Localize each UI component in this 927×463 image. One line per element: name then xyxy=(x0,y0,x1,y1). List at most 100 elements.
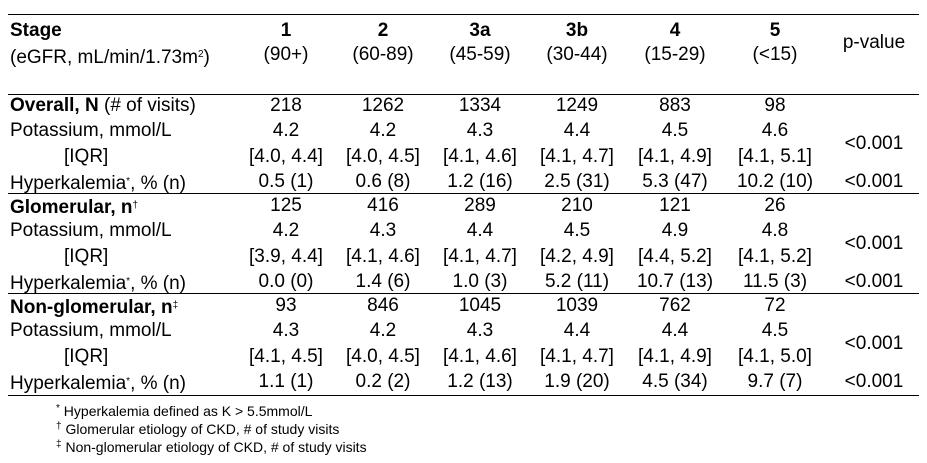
nonglomerular-potassium-3-text: 4.4 xyxy=(563,320,591,341)
nonglomerular-iqr-3-text: [4.1, 4.7] xyxy=(540,346,614,367)
glomerular-hyper-1-text: 1.4 (6) xyxy=(355,271,411,292)
pvalue-header-text: p-value xyxy=(842,32,906,53)
glomerular-n-1-text: 416 xyxy=(367,195,399,216)
footnote-1-text: Glomerular etiology of CKD, # of study v… xyxy=(61,421,340,437)
stage-4-range-text: (15-29) xyxy=(644,44,706,65)
overall-hyper-2-text: 1.2 (16) xyxy=(447,171,513,192)
stage-2-range-text: (45-59) xyxy=(449,44,511,65)
glomerular-group-title: Glomerular, n† xyxy=(10,195,138,219)
glomerular-hyper-2-text: 1.0 (3) xyxy=(452,271,508,292)
overall-potassium-pvalue-text: <0.001 xyxy=(844,133,904,154)
overall-title-bold: Overall, N xyxy=(10,95,99,116)
stage-5-number-text: 5 xyxy=(769,20,781,41)
stage-header-label: Stage xyxy=(10,20,62,41)
egfr-unit-close: ) xyxy=(203,47,210,68)
glomerular-potassium-0-text: 4.2 xyxy=(272,220,300,241)
overall-hyper-0-text: 0.5 (1) xyxy=(258,171,314,192)
overall-potassium-label: Potassium, mmol/L xyxy=(10,120,172,141)
overall-hyperkalemia-label: Hyperkalemia*, % (n) xyxy=(10,171,186,195)
nonglomerular-n-2-text: 1045 xyxy=(458,295,502,316)
glomerular-iqr-3-text: [4.2, 4.9] xyxy=(540,246,614,267)
footnote-0-mark: * xyxy=(56,403,60,414)
stage-0-range-text: (90+) xyxy=(263,44,309,65)
glomerular-n-2-text: 289 xyxy=(464,195,496,216)
glomerular-hyper-mark: * xyxy=(126,276,131,287)
nonglomerular-potassium-2-text: 4.3 xyxy=(466,320,494,341)
overall-n-1-text: 1262 xyxy=(361,95,405,116)
top-rule xyxy=(8,14,919,15)
glomerular-potassium-pvalue-text: <0.001 xyxy=(844,233,904,254)
glomerular-n-3-text: 210 xyxy=(561,195,593,216)
group-rule-nonglomerular xyxy=(8,293,919,294)
stage-1-number-text: 2 xyxy=(377,20,389,41)
stage-3-range-text: (30-44) xyxy=(546,44,608,65)
nonglomerular-hyper-mark: * xyxy=(126,376,131,387)
footnote-2: ‡ Non-glomerular etiology of CKD, # of s… xyxy=(56,436,367,456)
footnote-1-mark: † xyxy=(56,421,62,432)
overall-group-title: Overall, N (# of visits) xyxy=(10,95,196,117)
footnote-0: * Hyperkalemia defined as K > 5.5mmol/L xyxy=(56,400,312,420)
nonglomerular-hyper-suffix: , % (n) xyxy=(130,373,187,394)
glomerular-potassium-label: Potassium, mmol/L xyxy=(10,220,172,241)
stage-3-number-text: 3b xyxy=(565,20,589,41)
overall-iqr-3-text: [4.1, 4.7] xyxy=(540,146,614,167)
glomerular-n-5-text: 26 xyxy=(764,195,786,216)
nonglomerular-potassium-0-text: 4.3 xyxy=(272,320,300,341)
glomerular-potassium-4-text: 4.9 xyxy=(661,220,689,241)
nonglomerular-hyper-pvalue-text: <0.001 xyxy=(844,371,904,392)
nonglomerular-hyper-5-text: 9.7 (7) xyxy=(747,371,803,392)
nonglomerular-hyper-text: Hyperkalemia xyxy=(10,373,127,394)
stage-4-number-text: 4 xyxy=(669,20,681,41)
overall-potassium-2-text: 4.3 xyxy=(466,120,494,141)
glomerular-potassium-2-text: 4.4 xyxy=(466,220,494,241)
glomerular-potassium-1-text: 4.3 xyxy=(369,220,397,241)
overall-n-5-text: 98 xyxy=(764,95,786,116)
overall-iqr-2-text: [4.1, 4.6] xyxy=(443,146,517,167)
overall-iqr-4-text: [4.1, 4.9] xyxy=(638,146,712,167)
stage-0-number-text: 1 xyxy=(280,20,292,41)
overall-potassium-4-text: 4.5 xyxy=(661,120,689,141)
nonglomerular-n-3-text: 1039 xyxy=(555,295,599,316)
nonglomerular-n-1-text: 846 xyxy=(367,295,399,316)
nonglomerular-hyper-2-text: 1.2 (13) xyxy=(447,371,513,392)
glomerular-potassium-5-text: 4.8 xyxy=(761,220,789,241)
overall-iqr-0-text: [4.0, 4.4] xyxy=(249,146,323,167)
nonglomerular-hyper-4-text: 4.5 (34) xyxy=(642,371,708,392)
overall-hyper-4-text: 5.3 (47) xyxy=(642,171,708,192)
nonglomerular-potassium-label: Potassium, mmol/L xyxy=(10,320,172,341)
nonglomerular-group-title: Non-glomerular, n‡ xyxy=(10,295,178,319)
nonglomerular-title-mark: ‡ xyxy=(172,300,179,311)
glomerular-iqr-0-text: [3.9, 4.4] xyxy=(249,246,323,267)
egfr-unit-superscript: 2 xyxy=(197,49,204,60)
overall-n-2-text: 1334 xyxy=(458,95,502,116)
overall-hyper-5-text: 10.2 (10) xyxy=(736,171,814,192)
nonglomerular-n-4-text: 762 xyxy=(659,295,691,316)
glomerular-title-bold: Glomerular, n xyxy=(10,197,133,218)
overall-hyper-mark: * xyxy=(126,176,131,187)
overall-hyper-text: Hyperkalemia xyxy=(10,173,127,194)
footnote-1: † Glomerular etiology of CKD, # of study… xyxy=(56,418,339,438)
header-rule xyxy=(8,94,919,95)
nonglomerular-hyper-1-text: 0.2 (2) xyxy=(355,371,411,392)
nonglomerular-iqr-5-text: [4.1, 5.0] xyxy=(738,346,812,367)
stage-5-range-text: (<15) xyxy=(752,44,798,65)
overall-potassium-5-text: 4.6 xyxy=(761,120,789,141)
glomerular-hyperkalemia-label: Hyperkalemia*, % (n) xyxy=(10,271,186,295)
overall-potassium-1-text: 4.2 xyxy=(369,120,397,141)
group-rule-glomerular xyxy=(8,193,919,194)
overall-hyper-1-text: 0.6 (8) xyxy=(355,171,411,192)
glomerular-iqr-5-text: [4.1, 5.2] xyxy=(738,246,812,267)
glomerular-iqr-label: [IQR] xyxy=(64,246,109,267)
glomerular-hyper-0-text: 0.0 (0) xyxy=(258,271,314,292)
glomerular-hyper-4-text: 10.7 (13) xyxy=(636,271,714,292)
nonglomerular-hyper-3-text: 1.9 (20) xyxy=(544,371,610,392)
glomerular-iqr-2-text: [4.1, 4.7] xyxy=(443,246,517,267)
glomerular-hyper-pvalue-text: <0.001 xyxy=(844,271,904,292)
overall-n-3-text: 1249 xyxy=(555,95,599,116)
overall-potassium-3-text: 4.4 xyxy=(563,120,591,141)
egfr-header-label: (eGFR, mL/min/1.73m2) xyxy=(10,44,210,69)
overall-hyper-suffix: , % (n) xyxy=(130,173,187,194)
glomerular-hyper-5-text: 11.5 (3) xyxy=(742,271,808,292)
glomerular-n-4-text: 121 xyxy=(659,195,691,216)
overall-iqr-5-text: [4.1, 5.1] xyxy=(738,146,812,167)
